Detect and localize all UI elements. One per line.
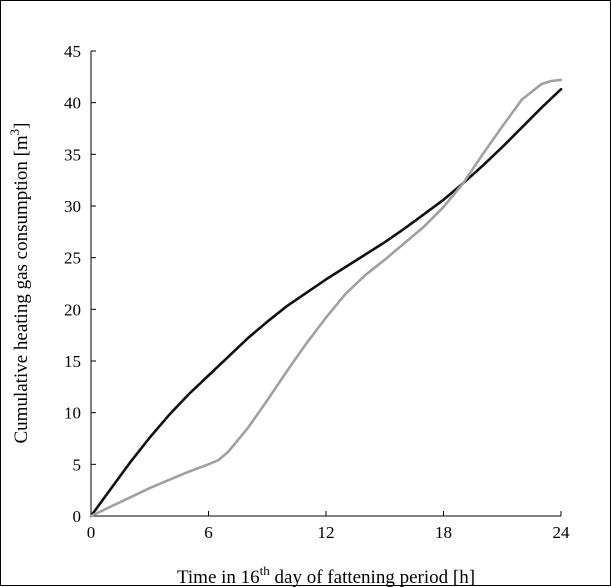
y-tick-label: 40: [64, 94, 81, 113]
x-tick-label: 18: [435, 523, 452, 542]
y-tick-label: 10: [64, 404, 81, 423]
x-tick-label: 24: [553, 523, 571, 542]
series-line-2: [89, 78, 563, 518]
y-tick-label: 5: [73, 455, 82, 474]
y-tick-label: 20: [64, 300, 81, 319]
y-tick-label: 45: [64, 42, 81, 61]
series-line-1: [89, 87, 563, 518]
y-tick-label: 35: [64, 145, 81, 164]
y-tick-label: 15: [64, 352, 81, 371]
y-tick-label: 25: [64, 249, 81, 268]
y-tick-label: 0: [73, 507, 82, 526]
x-axis-label: Time in 16th day of fattening period [h]: [177, 563, 475, 587]
x-tick-label: 6: [204, 523, 213, 542]
y-axis-label: Cumulative heating gas consumption [m3]: [7, 122, 32, 443]
y-tick-label: 30: [64, 197, 81, 216]
x-tick-label: 12: [318, 523, 335, 542]
x-tick-label: 0: [87, 523, 96, 542]
